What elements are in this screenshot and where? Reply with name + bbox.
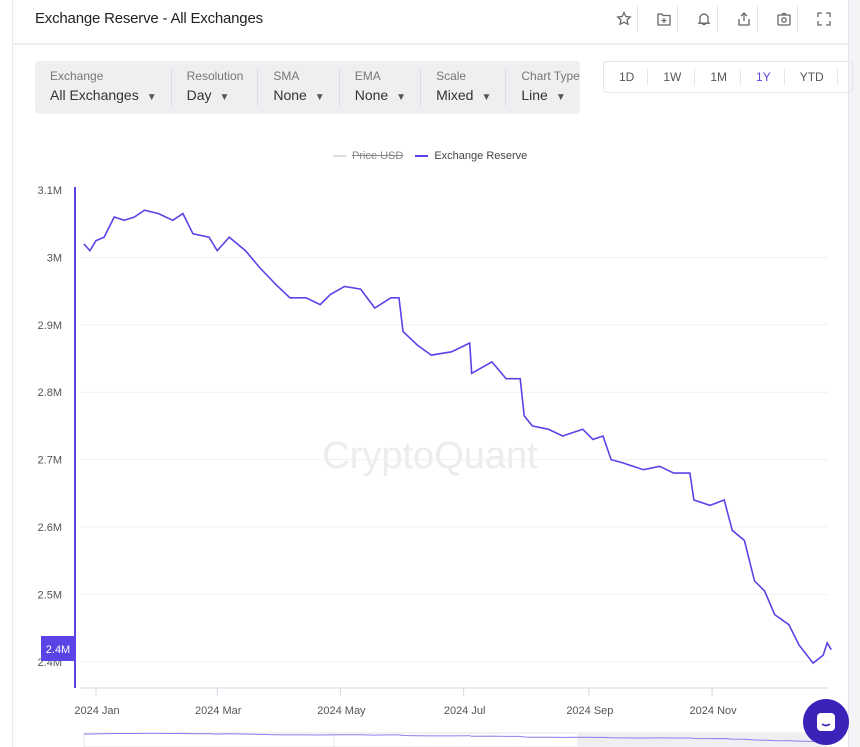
filter-value: Mixed	[436, 87, 474, 103]
series-line-exchange-reserve	[83, 209, 832, 665]
bell-icon[interactable]	[690, 6, 718, 32]
y-tick-label: 2.8M	[38, 387, 62, 399]
scrollbar[interactable]	[848, 0, 860, 747]
scale-select[interactable]: Scale Mixed ▼	[421, 69, 507, 106]
legend-swatch	[415, 155, 429, 157]
x-tick-label: 2024 Jan	[74, 705, 119, 717]
navigator[interactable]	[83, 732, 832, 747]
range-1w[interactable]: 1W	[648, 69, 696, 85]
legend-label: Exchange Reserve	[434, 150, 528, 162]
folder-add-icon[interactable]	[650, 6, 678, 32]
ema-select[interactable]: EMA None ▼	[340, 69, 422, 106]
filter-value: None	[354, 87, 389, 103]
chat-button[interactable]	[803, 699, 849, 745]
chart-card	[12, 0, 848, 747]
filter-label: SMA	[273, 69, 300, 83]
fullscreen-icon[interactable]	[810, 6, 838, 32]
filter-label: EMA	[354, 69, 381, 83]
y-tick-label: 3.1M	[38, 185, 62, 197]
legend-item-exchange-reserve[interactable]: Exchange Reserve	[415, 150, 527, 162]
filter-bar: Exchange All Exchanges ▼ Resolution Day ▼ SM…	[35, 61, 580, 114]
current-value-badge	[41, 636, 76, 661]
filter-value: Day	[186, 87, 212, 103]
legend-item-price[interactable]: Price USD	[333, 150, 403, 162]
range-1y[interactable]: 1Y	[741, 69, 785, 85]
range-1m[interactable]: 1M	[695, 69, 742, 85]
chart-legend: Price USD Exchange Reserve	[333, 150, 539, 162]
page-title: Exchange Reserve - All Exchanges	[35, 10, 263, 27]
y-tick-label: 2.6M	[38, 522, 62, 534]
filter-label: Resolution	[186, 69, 244, 83]
range-ytd[interactable]: YTD	[785, 69, 838, 85]
watermark-logo: CryptoQuant	[322, 435, 538, 477]
star-icon[interactable]	[610, 6, 638, 32]
share-icon[interactable]	[730, 6, 758, 32]
exchange-select[interactable]: Exchange All Exchanges ▼	[35, 69, 172, 106]
y-tick-label: 2.9M	[38, 320, 62, 332]
current-value-label: 2.4M	[46, 644, 70, 656]
x-tick-label: 2024 May	[317, 705, 366, 717]
x-tick-label: 2024 Nov	[690, 705, 738, 717]
filter-value: None	[273, 87, 307, 103]
range-1d[interactable]: 1D	[604, 69, 649, 85]
caret-down-icon: ▼	[481, 92, 492, 103]
y-tick-label: 3M	[47, 252, 62, 264]
legend-label: Price USD	[352, 150, 404, 162]
filter-label: Chart Type	[521, 69, 580, 83]
filter-label: Scale	[436, 69, 467, 83]
resolution-select[interactable]: Resolution Day ▼	[172, 69, 259, 106]
x-tick-label: 2024 Sep	[566, 705, 613, 717]
range-selector: 1D 1W 1M 1Y YTD	[603, 61, 853, 93]
navigator-mask	[578, 733, 826, 747]
caret-down-icon: ▼	[396, 92, 407, 103]
filter-value: Line	[521, 87, 548, 103]
header: Exchange Reserve - All Exchanges	[12, 0, 848, 45]
caret-down-icon: ▼	[314, 92, 325, 103]
caret-down-icon: ▼	[146, 92, 157, 103]
filter-value: All Exchanges	[50, 87, 139, 103]
caret-down-icon: ▼	[555, 92, 566, 103]
x-tick-label: 2024 Mar	[195, 705, 242, 717]
legend-swatch	[333, 155, 346, 157]
caret-down-icon: ▼	[219, 92, 230, 103]
filter-label: Exchange	[50, 69, 104, 83]
x-tick-label: 2024 Jul	[444, 705, 486, 717]
camera-icon[interactable]	[770, 6, 798, 32]
sma-select[interactable]: SMA None ▼	[258, 69, 340, 106]
navigator-series	[83, 732, 832, 742]
y-tick-label: 2.5M	[38, 589, 62, 601]
chart-type-select[interactable]: Chart Type Line ▼	[506, 69, 593, 106]
chat-icon	[817, 713, 835, 731]
y-tick-label: 2.7M	[38, 455, 62, 467]
